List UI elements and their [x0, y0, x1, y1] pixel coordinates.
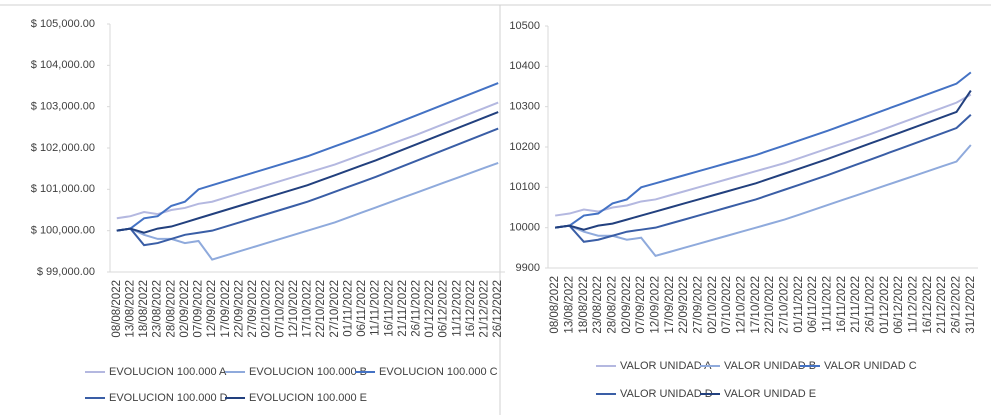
x-tick-label: 01/11/2022	[793, 276, 805, 333]
x-tick-label: 06/11/2022	[807, 276, 819, 333]
x-tick-label: 16/12/2022	[465, 280, 477, 338]
x-tick-label: 27/10/2022	[329, 280, 341, 338]
y-tick-label: 10000	[509, 222, 540, 234]
x-tick-label: 12/09/2022	[206, 280, 218, 338]
y-tick-label: 9900	[516, 262, 540, 274]
x-tick-label: 11/12/2022	[908, 276, 920, 333]
y-tick-label: $ 100,000.00	[31, 225, 95, 237]
x-tick-label: 26/12/2022	[492, 280, 504, 338]
x-tick-label: 18/08/2022	[578, 276, 590, 334]
x-tick-label: 01/12/2022	[424, 280, 436, 338]
series-line	[555, 71, 972, 229]
x-tick-label: 27/10/2022	[779, 276, 791, 334]
x-tick-label: 07/09/2022	[193, 280, 205, 338]
x-tick-label: 28/08/2022	[607, 276, 619, 334]
x-tick-label: 01/12/2022	[879, 276, 891, 334]
y-tick-label: 10100	[509, 181, 540, 193]
x-tick-label: 08/08/2022	[111, 280, 123, 338]
x-tick-label: 27/09/2022	[693, 276, 705, 334]
series-line	[555, 93, 972, 217]
x-tick-label: 17/10/2022	[302, 280, 314, 338]
x-tick-label: 26/11/2022	[865, 276, 877, 333]
y-tick-label: $ 103,000.00	[31, 101, 95, 113]
x-tick-label: 06/11/2022	[356, 280, 368, 337]
x-tick-label: 11/11/2022	[822, 276, 834, 332]
legend-label: VALOR UNIDAD D	[620, 388, 713, 400]
legend-label: VALOR UNIDAD A	[620, 360, 712, 372]
x-tick-label: 23/08/2022	[592, 276, 604, 334]
x-tick-label: 17/10/2022	[750, 276, 762, 334]
y-tick-label: $ 105,000.00	[31, 18, 95, 30]
x-tick-label: 21/12/2022	[936, 276, 948, 334]
legend-label: VALOR UNIDAD B	[724, 360, 816, 372]
chart: $ 99,000.00 $ 100,000.00 $ 101,000.00 $ 102…	[31, 18, 505, 404]
series-line	[116, 101, 499, 220]
x-tick-label: 02/10/2022	[707, 276, 719, 334]
x-tick-label: 16/11/2022	[383, 280, 395, 337]
legend-label: EVOLUCION 100.000 D	[109, 392, 228, 404]
y-tick-label: 10500	[509, 20, 540, 32]
series-line	[116, 161, 499, 261]
x-tick-label: 08/08/2022	[549, 276, 561, 334]
y-tick-label: $ 104,000.00	[31, 59, 95, 71]
x-tick-label: 13/08/2022	[124, 280, 136, 338]
x-tick-label: 12/09/2022	[650, 276, 662, 334]
y-tick-label: $ 102,000.00	[31, 142, 95, 154]
legend-label: VALOR UNIDAD C	[824, 360, 917, 372]
x-tick-label: 11/11/2022	[370, 280, 382, 336]
x-tick-label: 31/12/2022	[965, 276, 977, 334]
x-tick-label: 16/12/2022	[922, 276, 934, 334]
x-tick-label: 02/10/2022	[261, 280, 273, 338]
x-tick-label: 21/12/2022	[479, 280, 491, 338]
x-tick-label: 13/08/2022	[564, 276, 576, 334]
x-tick-label: 06/12/2022	[893, 276, 905, 334]
series-line	[116, 111, 499, 234]
legend-label: EVOLUCION 100.000 C	[379, 366, 498, 378]
legend-label: VALOR UNIDAD E	[724, 388, 816, 400]
x-tick-label: 22/10/2022	[764, 276, 776, 334]
y-tick-label: 10400	[509, 60, 540, 72]
y-tick-label: 10300	[509, 101, 540, 113]
legend-label: EVOLUCION 100.000 A	[109, 366, 227, 378]
y-tick-label: 10200	[509, 141, 540, 153]
series-line	[116, 127, 499, 247]
y-tick-label: $ 101,000.00	[31, 183, 95, 195]
y-tick-label: $ 99,000.00	[37, 266, 95, 278]
x-tick-label: 22/09/2022	[678, 276, 690, 334]
x-tick-label: 11/12/2022	[451, 280, 463, 337]
x-tick-label: 02/09/2022	[179, 280, 191, 338]
x-tick-label: 01/11/2022	[342, 280, 354, 337]
x-tick-label: 21/11/2022	[397, 280, 409, 337]
x-tick-label: 02/09/2022	[621, 276, 633, 334]
x-tick-label: 18/08/2022	[138, 280, 150, 338]
x-tick-label: 12/10/2022	[288, 280, 300, 338]
x-tick-label: 27/09/2022	[247, 280, 259, 338]
series-line	[555, 144, 972, 258]
x-tick-label: 26/12/2022	[951, 276, 963, 334]
legend-label: EVOLUCION 100.000 E	[249, 392, 367, 404]
x-tick-label: 07/10/2022	[274, 280, 286, 338]
x-tick-label: 12/10/2022	[736, 276, 748, 334]
x-tick-label: 17/09/2022	[664, 276, 676, 334]
legend-label: EVOLUCION 100.000 B	[249, 366, 367, 378]
chart: 9900 10000 10100 10200 10300 10400 10500 08/08/…	[509, 20, 978, 400]
x-tick-label: 22/10/2022	[315, 280, 327, 338]
x-tick-label: 06/12/2022	[438, 280, 450, 338]
x-tick-label: 07/09/2022	[635, 276, 647, 334]
x-tick-label: 07/10/2022	[721, 276, 733, 334]
x-tick-label: 16/11/2022	[836, 276, 848, 333]
series-line	[555, 114, 972, 243]
x-tick-label: 23/08/2022	[152, 280, 164, 338]
x-tick-label: 26/11/2022	[410, 280, 422, 337]
series-line	[555, 89, 972, 231]
series-line	[116, 82, 499, 232]
x-tick-label: 21/11/2022	[850, 276, 862, 333]
x-tick-label: 22/09/2022	[233, 280, 245, 338]
x-tick-label: 28/08/2022	[165, 280, 177, 338]
x-tick-label: 17/09/2022	[220, 280, 232, 338]
